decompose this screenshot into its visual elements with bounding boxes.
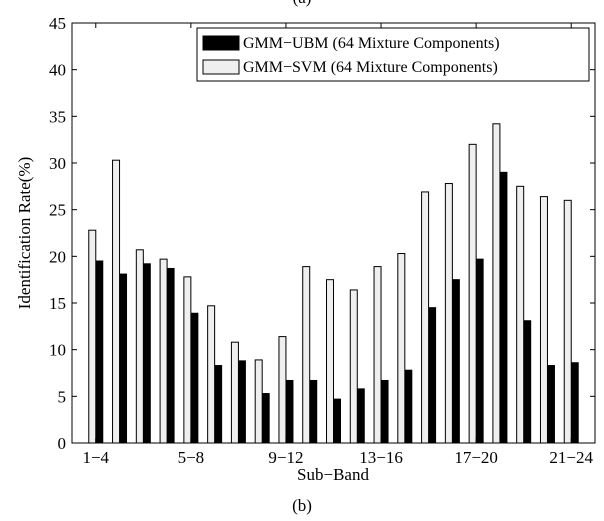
bar-gmm-svm-15 [421, 191, 430, 444]
bar-gmm-svm-12 [349, 289, 358, 444]
x-tick-label: 13−16 [359, 448, 403, 467]
x-tick-label: 5−8 [178, 448, 205, 467]
legend-swatch-gmm-ubm [202, 35, 240, 51]
legend-label-gmm-ubm: GMM−UBM (64 Mixture Components) [243, 35, 500, 52]
bar-chart: 0 5 10 15 20 25 30 35 40 45 1−4 5−8 9−12 13−16 17−20 2… [15, 14, 596, 484]
figure-bottom-caption: (b) [292, 496, 312, 515]
y-tick-label: 35 [49, 107, 66, 126]
bar-gmm-svm-6 [207, 305, 216, 444]
x-axis-label: Sub−Band [297, 465, 369, 484]
y-tick-label: 0 [58, 434, 67, 453]
y-axis: 0 5 10 15 20 25 30 35 40 45 [49, 14, 595, 453]
bar-group [88, 123, 579, 444]
bar-gmm-svm-2 [112, 159, 121, 444]
bar-gmm-ubm-2 [119, 273, 128, 444]
bar-gmm-ubm-8 [261, 393, 270, 444]
bar-gmm-ubm-7 [237, 360, 246, 444]
bar-gmm-ubm-15 [428, 307, 437, 444]
y-tick-label: 5 [58, 387, 67, 406]
bar-gmm-svm-19 [516, 185, 525, 444]
bar-gmm-svm-4 [159, 258, 168, 444]
y-tick-label: 40 [49, 61, 66, 80]
bar-gmm-ubm-6 [214, 365, 223, 444]
bar-gmm-ubm-21 [570, 362, 579, 444]
bar-gmm-ubm-20 [546, 365, 555, 444]
bar-gmm-ubm-11 [333, 398, 341, 444]
x-tick-label: 1−4 [82, 448, 109, 467]
bar-gmm-ubm-19 [523, 320, 532, 444]
bar-gmm-svm-8 [254, 359, 263, 444]
bar-gmm-svm-16 [444, 183, 453, 444]
bar-gmm-svm-7 [230, 341, 239, 444]
bar-gmm-ubm-16 [451, 279, 460, 444]
bar-gmm-ubm-18 [499, 171, 508, 444]
x-axis: 1−4 5−8 9−12 13−16 17−20 21−24 [82, 23, 594, 467]
bar-gmm-svm-18 [492, 123, 501, 444]
bar-gmm-ubm-12 [356, 388, 365, 444]
bar-gmm-svm-1 [88, 229, 97, 444]
bar-gmm-svm-14 [397, 253, 406, 444]
y-axis-label: Identification Rate(%) [15, 157, 34, 309]
y-tick-label: 30 [49, 154, 66, 173]
y-tick-label: 45 [49, 14, 66, 33]
bar-gmm-ubm-4 [166, 267, 175, 444]
legend-label-gmm-svm: GMM−SVM (64 Mixture Components) [243, 59, 498, 76]
x-tick-label: 9−12 [268, 448, 303, 467]
y-tick-label: 20 [49, 247, 66, 266]
bar-gmm-ubm-3 [142, 263, 151, 444]
bar-gmm-ubm-17 [475, 258, 484, 444]
y-tick-label: 25 [49, 201, 66, 220]
figure-top-caption: (a) [0, 0, 604, 8]
bar-gmm-svm-3 [135, 249, 144, 444]
bar-gmm-ubm-1 [95, 260, 104, 444]
bar-gmm-svm-9 [278, 336, 287, 444]
bar-gmm-svm-20 [539, 196, 548, 444]
y-tick-label: 10 [49, 341, 66, 360]
bar-gmm-ubm-10 [309, 379, 318, 444]
y-tick-label: 15 [49, 294, 66, 313]
bar-gmm-ubm-9 [285, 379, 294, 444]
bar-gmm-svm-13 [373, 266, 382, 444]
bar-gmm-svm-10 [302, 266, 311, 444]
bar-gmm-ubm-14 [404, 369, 413, 444]
x-tick-label: 17−20 [454, 448, 498, 467]
x-tick-label: 21−24 [549, 448, 593, 467]
legend: GMM−UBM (64 Mixture Components) GMM−SVM … [196, 27, 590, 82]
bar-gmm-svm-21 [563, 199, 572, 444]
bar-gmm-svm-11 [326, 279, 334, 444]
bar-gmm-ubm-5 [190, 312, 199, 444]
bar-gmm-svm-17 [468, 143, 477, 444]
legend-box [196, 27, 590, 82]
bar-gmm-ubm-13 [380, 379, 389, 444]
bar-gmm-svm-5 [183, 276, 192, 444]
legend-swatch-gmm-svm [202, 59, 240, 75]
